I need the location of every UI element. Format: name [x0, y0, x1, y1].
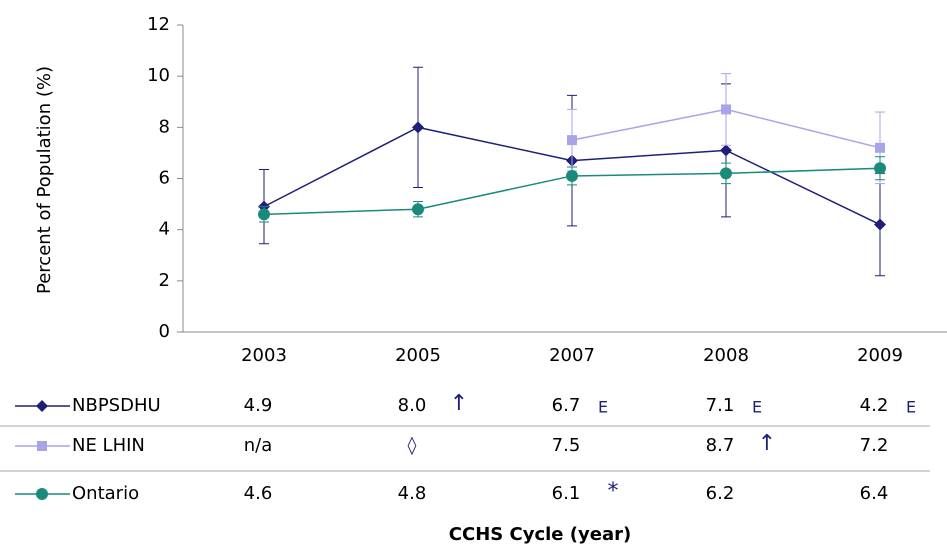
point-marker — [412, 121, 424, 134]
table-value: 4.6 — [244, 483, 273, 504]
point-marker — [720, 144, 732, 157]
y-tick-label: 10 — [147, 65, 170, 86]
table-value: 8.7 — [706, 435, 735, 456]
point-marker — [721, 104, 731, 115]
table-value: 7.5 — [552, 435, 581, 456]
x-tick-label: 2007 — [549, 345, 595, 366]
legend-label: Ontario — [72, 483, 139, 504]
y-tick-label: 0 — [159, 321, 170, 342]
point-marker — [566, 169, 578, 182]
point-marker — [874, 162, 886, 175]
legend-label: NBPSDHU — [72, 395, 161, 416]
table-flag: E — [906, 398, 916, 417]
y-tick-label: 8 — [159, 116, 170, 137]
table-value: ◊ — [408, 435, 417, 456]
legend-marker — [36, 400, 48, 412]
table-value: 7.1 — [706, 395, 735, 416]
x-axis-label: CCHS Cycle (year) — [449, 524, 631, 545]
table-flag: E — [752, 398, 762, 417]
x-tick-label: 2003 — [241, 345, 287, 366]
table-flag: ↑ — [450, 391, 468, 416]
point-marker — [258, 208, 270, 221]
point-marker — [875, 142, 885, 153]
table-value: 6.2 — [706, 483, 735, 504]
y-tick-label: 12 — [147, 14, 170, 35]
table-value: n/a — [244, 435, 273, 456]
table-flag: ↑ — [758, 431, 776, 456]
x-tick-label: 2009 — [857, 345, 903, 366]
table-flag: E — [598, 398, 608, 417]
y-tick-label: 4 — [159, 219, 170, 240]
legend-marker — [36, 488, 48, 500]
y-tick-label: 6 — [159, 168, 170, 189]
table-value: 7.2 — [860, 435, 889, 456]
point-marker — [720, 167, 732, 180]
table-value: 6.7 — [552, 395, 581, 416]
table-value: 6.4 — [860, 483, 889, 504]
legend-label: NE LHIN — [72, 435, 145, 456]
y-axis-label: Percent of Population (%) — [34, 66, 55, 294]
point-marker — [567, 135, 577, 146]
table-value: 4.2 — [860, 395, 889, 416]
point-marker — [412, 203, 424, 216]
x-tick-label: 2005 — [395, 345, 441, 366]
y-tick-label: 2 — [159, 270, 170, 291]
table-value: 4.8 — [398, 483, 427, 504]
point-marker — [874, 218, 886, 231]
table-value: 4.9 — [244, 395, 273, 416]
table-value: 6.1 — [552, 483, 581, 504]
x-tick-label: 2008 — [703, 345, 749, 366]
legend-marker — [37, 441, 47, 451]
table-value: 8.0 — [398, 395, 427, 416]
table-flag: * — [608, 479, 619, 504]
